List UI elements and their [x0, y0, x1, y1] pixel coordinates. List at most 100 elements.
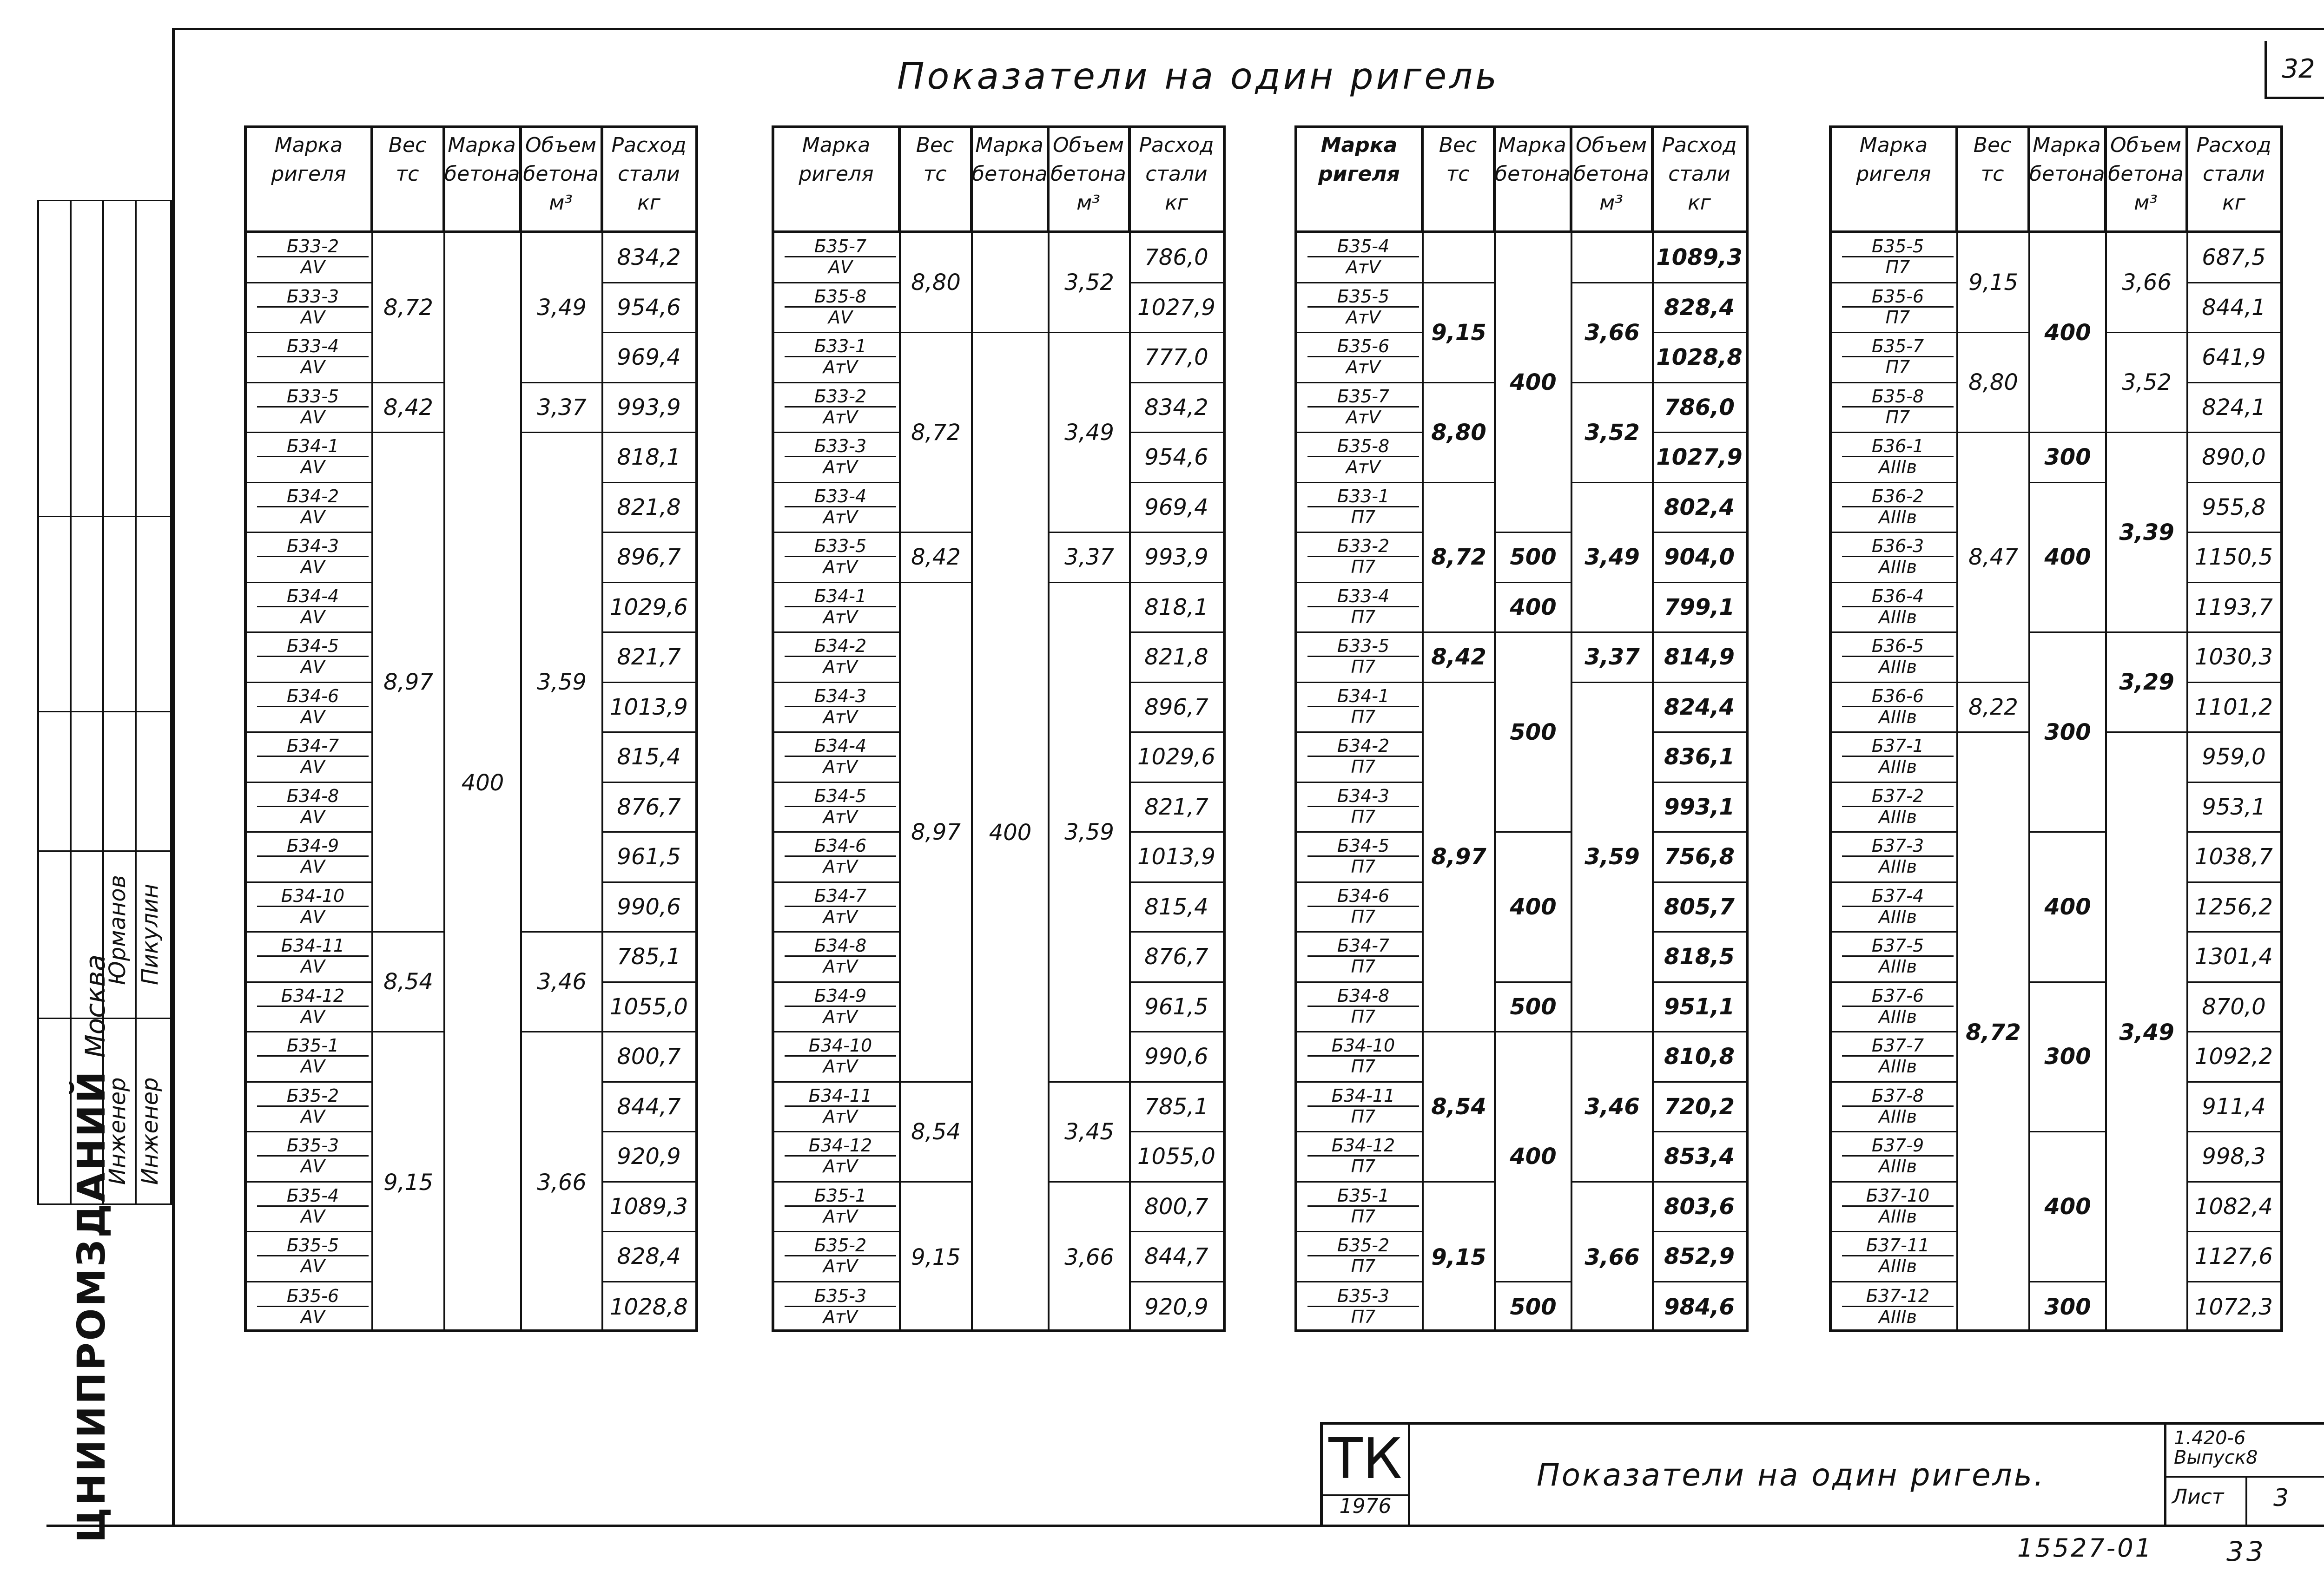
mark-code: Б35-3	[1307, 1282, 1419, 1308]
rebar-class: П7	[1351, 856, 1376, 877]
weight-value: 8,80	[901, 233, 971, 333]
mark-code: Б37-1	[1842, 733, 1954, 757]
steel-consumption: 1038,7	[2187, 833, 2280, 883]
table-row-mark: Б34-3 АтV	[774, 683, 900, 733]
mark-code: Б34-5	[785, 783, 896, 807]
mark-code: Б34-4	[785, 733, 896, 757]
sheet-corner-number: 32	[2265, 41, 2324, 99]
mark-code: Б34-6	[257, 683, 369, 707]
rebar-class: АV	[301, 357, 325, 378]
steel-consumption: 799,1	[1653, 583, 1746, 633]
mark-code: Б35-7	[785, 233, 896, 258]
table-row-mark: Б34-6 АV	[247, 683, 372, 733]
mark-code: Б37-11	[1842, 1232, 1954, 1257]
steel-consumption: 1028,8	[610, 1294, 688, 1321]
steel-consumption: 834,2	[602, 233, 695, 283]
table-row-mark: Б33-3 АтV	[774, 433, 900, 483]
table-row-mark: Б35-2 АV	[247, 1083, 372, 1132]
steel-consumption: 1193,7	[2187, 583, 2280, 633]
table-row-mark: Б34-9 АV	[247, 833, 372, 883]
concrete-grade: 400	[1496, 583, 1571, 633]
mark-code: Б33-5	[1307, 633, 1419, 657]
rebar-class: АтV	[823, 756, 858, 777]
rebar-class: АV	[828, 257, 852, 278]
steel-consumption: 687,5	[2187, 233, 2280, 283]
mark-code: Б34-2	[257, 483, 369, 507]
steel-consumption: 805,7	[1653, 883, 1746, 933]
table-row-mark: Б33-5 АтV	[774, 533, 900, 583]
steel-consumption: 786,0	[1653, 383, 1746, 433]
table-row-mark: Б33-4 П7	[1297, 583, 1423, 633]
steel-consumption: 911,4	[2187, 1083, 2280, 1132]
mark-code: Б35-5	[1307, 283, 1419, 308]
table-header: Марка ригеля Вес тс Марка бетона Объем бето…	[1832, 128, 2280, 233]
header-grade: Марка бетона	[1495, 128, 1571, 230]
rebar-class: АтV	[823, 956, 858, 977]
steel-consumption: 1301,4	[2187, 933, 2280, 983]
rebar-class: АтV	[823, 1307, 858, 1328]
mark-code: Б34-9	[785, 983, 896, 1007]
header-grade: Марка бетона	[972, 128, 1049, 230]
concrete-volume: 3,49	[2119, 1019, 2174, 1045]
mark-code: Б34-3	[1307, 783, 1419, 807]
concrete-volume: 3,49	[1572, 483, 1652, 633]
header-volume: Объем бетона м³	[1571, 128, 1653, 230]
header-weight: Вес тс	[372, 128, 444, 230]
page-title: Показатели на один ригель	[897, 56, 1500, 98]
concrete-grade: 400	[2030, 483, 2105, 633]
table-row-mark: Б37-6 АIIIв	[1832, 983, 1957, 1032]
rebar-class: АIIIв	[1878, 806, 1917, 827]
rebar-class: АIIIв	[1878, 657, 1917, 677]
mark-code: Б33-4	[1307, 583, 1419, 607]
mark-code: Б34-3	[257, 533, 369, 558]
mark-code: Б34-12	[785, 1132, 896, 1157]
steel-consumption: 802,4	[1653, 483, 1746, 533]
steel-consumption: 821,7	[1130, 783, 1223, 833]
steel-consumption: 961,5	[1130, 983, 1223, 1032]
table-row-mark: Б34-10 П7	[1297, 1032, 1423, 1083]
mark-code: Б34-11	[257, 933, 369, 957]
mark-code: Б34-5	[257, 633, 369, 657]
rebar-class: АV	[301, 657, 325, 677]
weight-value: 8,97	[373, 433, 443, 933]
concrete-volume: 3,66	[2107, 233, 2186, 333]
steel-consumption: 1127,6	[2187, 1232, 2280, 1282]
table-row-mark: Б34-7 АтV	[774, 883, 900, 933]
steel-consumption: 814,9	[1653, 633, 1746, 683]
rebar-class: АтV	[823, 1056, 858, 1077]
table-row-mark: Б34-2 АV	[247, 483, 372, 533]
mark-code: Б36-4	[1842, 583, 1954, 607]
steel-consumption: 1072,3	[2195, 1294, 2273, 1321]
table-row-mark: Б37-7 АIIIв	[1832, 1032, 1957, 1083]
mark-code: Б35-8	[785, 283, 896, 308]
concrete-volume: 3,52	[1050, 233, 1129, 333]
mark-code: Б34-10	[1307, 1032, 1419, 1057]
mark-code: Б35-7	[1842, 333, 1954, 358]
table-row-mark: Б33-2 П7	[1297, 533, 1423, 583]
rebar-class: П7	[1351, 1006, 1376, 1027]
weight-value: 8,54	[901, 1083, 971, 1183]
rebar-class: АIIIв	[1878, 557, 1917, 578]
mark-code: Б36-3	[1842, 533, 1954, 558]
table-row-mark: Б35-8 АтV	[1297, 433, 1423, 483]
steel-consumption: 777,0	[1130, 333, 1223, 383]
weight-value: 8,42	[901, 533, 971, 583]
mark-code: Б36-2	[1842, 483, 1954, 507]
mark-code: Б34-10	[785, 1032, 896, 1057]
table-row-mark: Б37-4 АIIIв	[1832, 883, 1957, 933]
concrete-grade: 400	[2030, 833, 2105, 983]
table-row-mark: Б35-4 АтV	[1297, 233, 1423, 283]
mark-code: Б34-7	[1307, 933, 1419, 957]
steel-consumption: 993,9	[602, 383, 695, 433]
table-row-mark: Б34-5 АV	[247, 633, 372, 683]
table-row-mark: Б34-7 П7	[1297, 933, 1423, 983]
mark-code: Б34-2	[785, 633, 896, 657]
stamp-right-block: 1.420-6 Выпуск8 Лист 3	[2164, 1425, 2324, 1526]
organization-name: ЦНИИПРОМЗДАНИЙ	[70, 1069, 114, 1543]
rebar-class: П7	[1351, 806, 1376, 827]
rebar-class: АV	[301, 956, 325, 977]
document-code: 15527-01	[2017, 1533, 2153, 1563]
steel-consumption: 1055,0	[1130, 1132, 1223, 1183]
rebar-class: АтV	[823, 657, 858, 677]
steel-consumption: 990,6	[1130, 1032, 1223, 1083]
